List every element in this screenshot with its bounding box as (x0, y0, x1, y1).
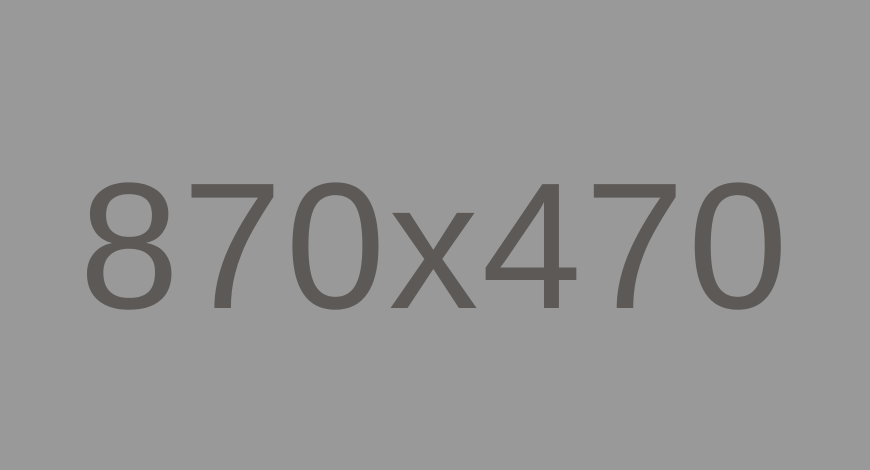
placeholder-dimensions-label: 870x470 (79, 146, 791, 347)
